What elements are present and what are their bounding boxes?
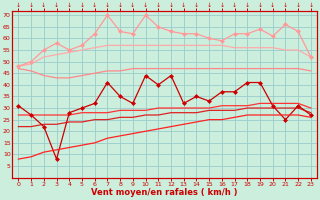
X-axis label: Vent moyen/en rafales ( km/h ): Vent moyen/en rafales ( km/h ) — [92, 188, 238, 197]
